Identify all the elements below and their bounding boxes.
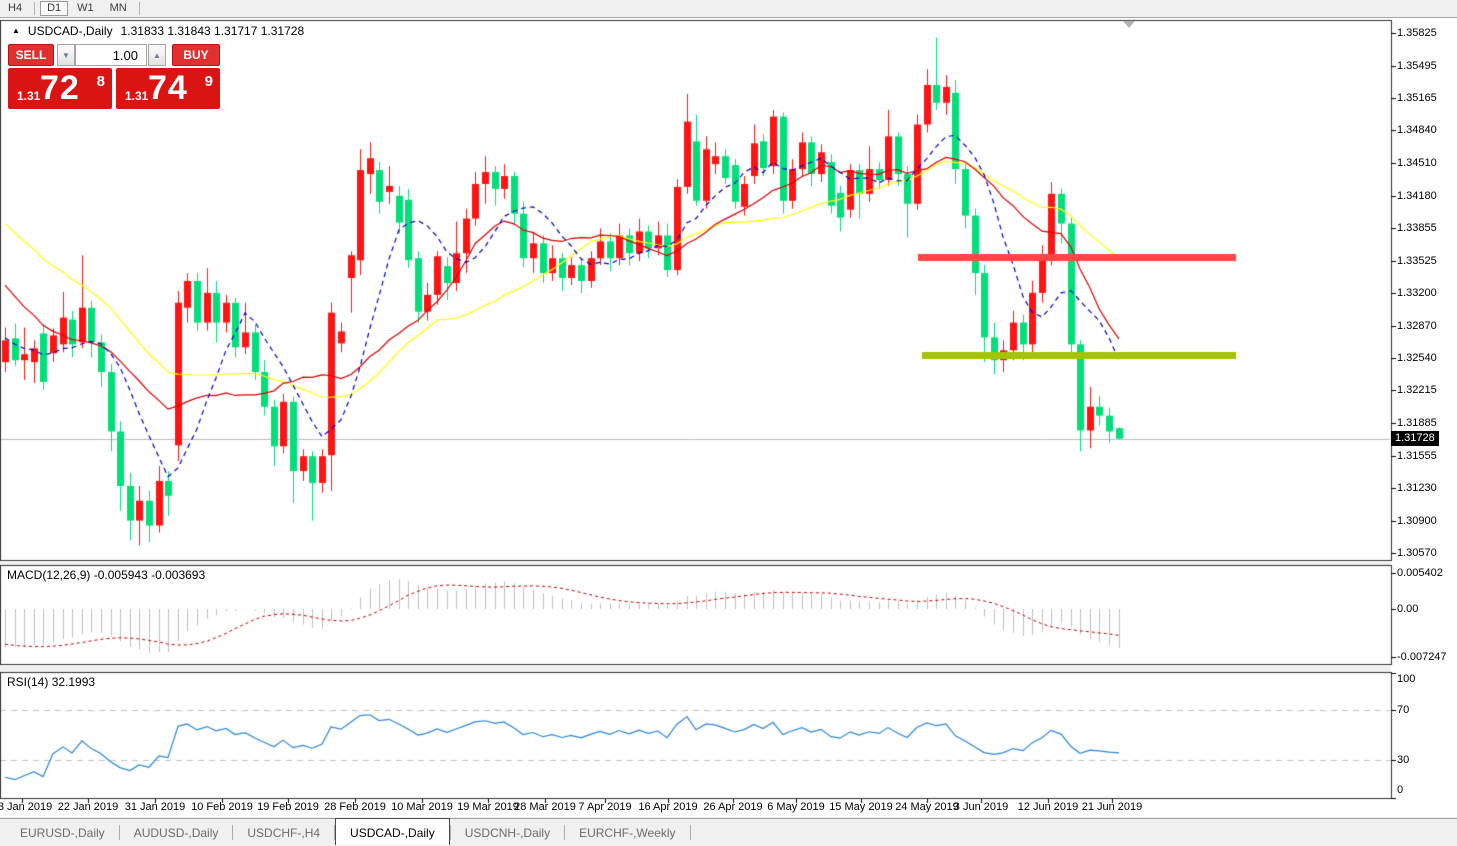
buy-price-point: 9 — [204, 73, 213, 90]
price-axis-label: 1.32215 — [1397, 384, 1437, 396]
timeframe-button-h4[interactable]: H4 — [8, 2, 23, 14]
price-axis-label: 1.33855 — [1397, 222, 1437, 234]
date-axis-label: 22 Jan 2019 — [57, 801, 119, 813]
macd-indicator-label: MACD(12,26,9) -0.005943 -0.003693 — [7, 568, 206, 582]
date-axis-label: 6 May 2019 — [767, 801, 825, 813]
price-axis-label: 1.34510 — [1397, 157, 1437, 169]
tab-separator — [334, 825, 336, 840]
price-axis-label: 1.33200 — [1397, 287, 1437, 299]
price-axis-label: 1.32540 — [1397, 352, 1437, 364]
tab-separator — [449, 825, 451, 840]
chart-tab-bar: EURUSD-,Daily AUDUSD-,Daily USDCHF-,H4 USDC… — [0, 818, 1457, 846]
date-axis-label: 12 Jun 2019 — [1017, 801, 1079, 813]
rsi-indicator-label: RSI(14) 32.1993 — [7, 675, 96, 689]
collapse-arrow-icon[interactable]: ▲ — [12, 25, 20, 35]
macd-axis-label: 0.005402 — [1397, 567, 1443, 579]
tab-separator — [232, 825, 234, 840]
macd-signal-value: -0.003693 — [151, 568, 206, 582]
macd-axis-label: -0.007247 — [1397, 651, 1447, 663]
date-axis-label: 7 Apr 2019 — [578, 801, 632, 813]
timeframe-toolbar: H4 D1 W1 MN — [0, 0, 1457, 18]
chart-tab-eurusd-daily[interactable]: EURUSD-,Daily — [20, 825, 105, 840]
date-axis-label: 19 Mar 2019 — [457, 801, 519, 813]
macd-axis-label: 0.00 — [1397, 603, 1419, 615]
chart-tab-usdcnh-daily[interactable]: USDCNH-,Daily — [464, 825, 551, 840]
timeframe-button-mn[interactable]: MN — [109, 2, 127, 14]
timeframe-button-w1[interactable]: W1 — [77, 2, 94, 14]
date-axis-label: 16 Apr 2019 — [638, 801, 698, 813]
chart-shift-marker-icon[interactable] — [1123, 21, 1135, 28]
sell-price-pips: 72 — [40, 69, 80, 107]
date-axis-label: 19 Feb 2019 — [257, 801, 319, 813]
rsi-axis-label: 0 — [1397, 784, 1404, 796]
one-click-trade-panel: SELL ▼ 1.00 ▲ BUY 1.31 72 8 1.31 74 9 — [8, 44, 220, 109]
date-axis-label: 28 Mar 2019 — [514, 801, 576, 813]
price-axis-label: 1.30570 — [1397, 547, 1437, 559]
chart-tab-usdcad-daily[interactable]: USDCAD-,Daily — [335, 818, 450, 845]
price-axis-label: 1.33525 — [1397, 255, 1437, 267]
rsi-value: 32.1993 — [51, 675, 96, 689]
timeframe-button-d1[interactable]: D1 — [40, 1, 69, 16]
rsi-axis-label: 70 — [1397, 704, 1410, 716]
volume-input[interactable]: 1.00 — [75, 44, 147, 66]
sell-price-big-figure: 1.31 — [17, 89, 41, 103]
price-axis-label: 1.35825 — [1397, 27, 1437, 39]
price-axis-label: 1.31230 — [1397, 482, 1437, 494]
tab-separator — [689, 825, 691, 840]
sell-price-point: 8 — [96, 73, 105, 90]
date-axis-label: 21 Jun 2019 — [1081, 801, 1143, 813]
symbol-header: ▲ USDCAD-,Daily 1.31833 1.31843 1.31717 … — [12, 24, 304, 38]
tab-separator — [118, 825, 120, 840]
price-axis-label: 1.34180 — [1397, 190, 1437, 202]
chart-tab-eurchf-weekly[interactable]: EURCHF-,Weekly — [579, 825, 676, 840]
macd-main-value: -0.005943 — [93, 568, 148, 582]
date-axis-label: 10 Mar 2019 — [391, 801, 453, 813]
tab-separator — [564, 825, 566, 840]
sell-price-display[interactable]: 1.31 72 8 — [8, 68, 112, 109]
toolbar-separator — [138, 2, 140, 15]
date-axis-label: 24 May 2019 — [895, 801, 959, 813]
buy-price-big-figure: 1.31 — [125, 89, 149, 103]
date-axis-label: 31 Jan 2019 — [124, 801, 186, 813]
price-axis-label: 1.34840 — [1397, 124, 1437, 136]
buy-button[interactable]: BUY — [172, 44, 220, 66]
price-axis-label: 1.35495 — [1397, 60, 1437, 72]
volume-down-button[interactable]: ▼ — [57, 44, 75, 66]
current-price-tag: 1.31728 — [1391, 431, 1439, 446]
buy-price-pips: 74 — [148, 69, 188, 107]
chart-tab-audusd-daily[interactable]: AUDUSD-,Daily — [133, 825, 219, 840]
chart-title: USDCAD-,Daily — [27, 24, 113, 38]
date-axis-label: 13 Jan 2019 — [0, 801, 53, 813]
price-axis-label: 1.32870 — [1397, 320, 1437, 332]
rsi-axis-label: 100 — [1397, 673, 1416, 685]
date-axis-label: 28 Feb 2019 — [324, 801, 386, 813]
chart-ohlc: 1.31833 1.31843 1.31717 1.31728 — [120, 24, 305, 38]
toolbar-separator — [34, 2, 36, 15]
price-axis-label: 1.30900 — [1397, 515, 1437, 527]
sell-button[interactable]: SELL — [8, 44, 54, 66]
price-axis-label: 1.35165 — [1397, 92, 1437, 104]
price-axis-label: 1.31555 — [1397, 450, 1437, 462]
date-axis-label: 3 Jun 2019 — [953, 801, 1009, 813]
buy-price-display[interactable]: 1.31 74 9 — [116, 68, 220, 109]
rsi-axis-label: 30 — [1397, 754, 1410, 766]
chart-tab-usdchf-h4[interactable]: USDCHF-,H4 — [247, 825, 321, 840]
date-axis-label: 26 Apr 2019 — [703, 801, 763, 813]
date-axis-label: 15 May 2019 — [829, 801, 893, 813]
date-axis-label: 10 Feb 2019 — [191, 801, 253, 813]
volume-up-button[interactable]: ▲ — [148, 44, 166, 66]
price-axis-label: 1.31885 — [1397, 417, 1437, 429]
